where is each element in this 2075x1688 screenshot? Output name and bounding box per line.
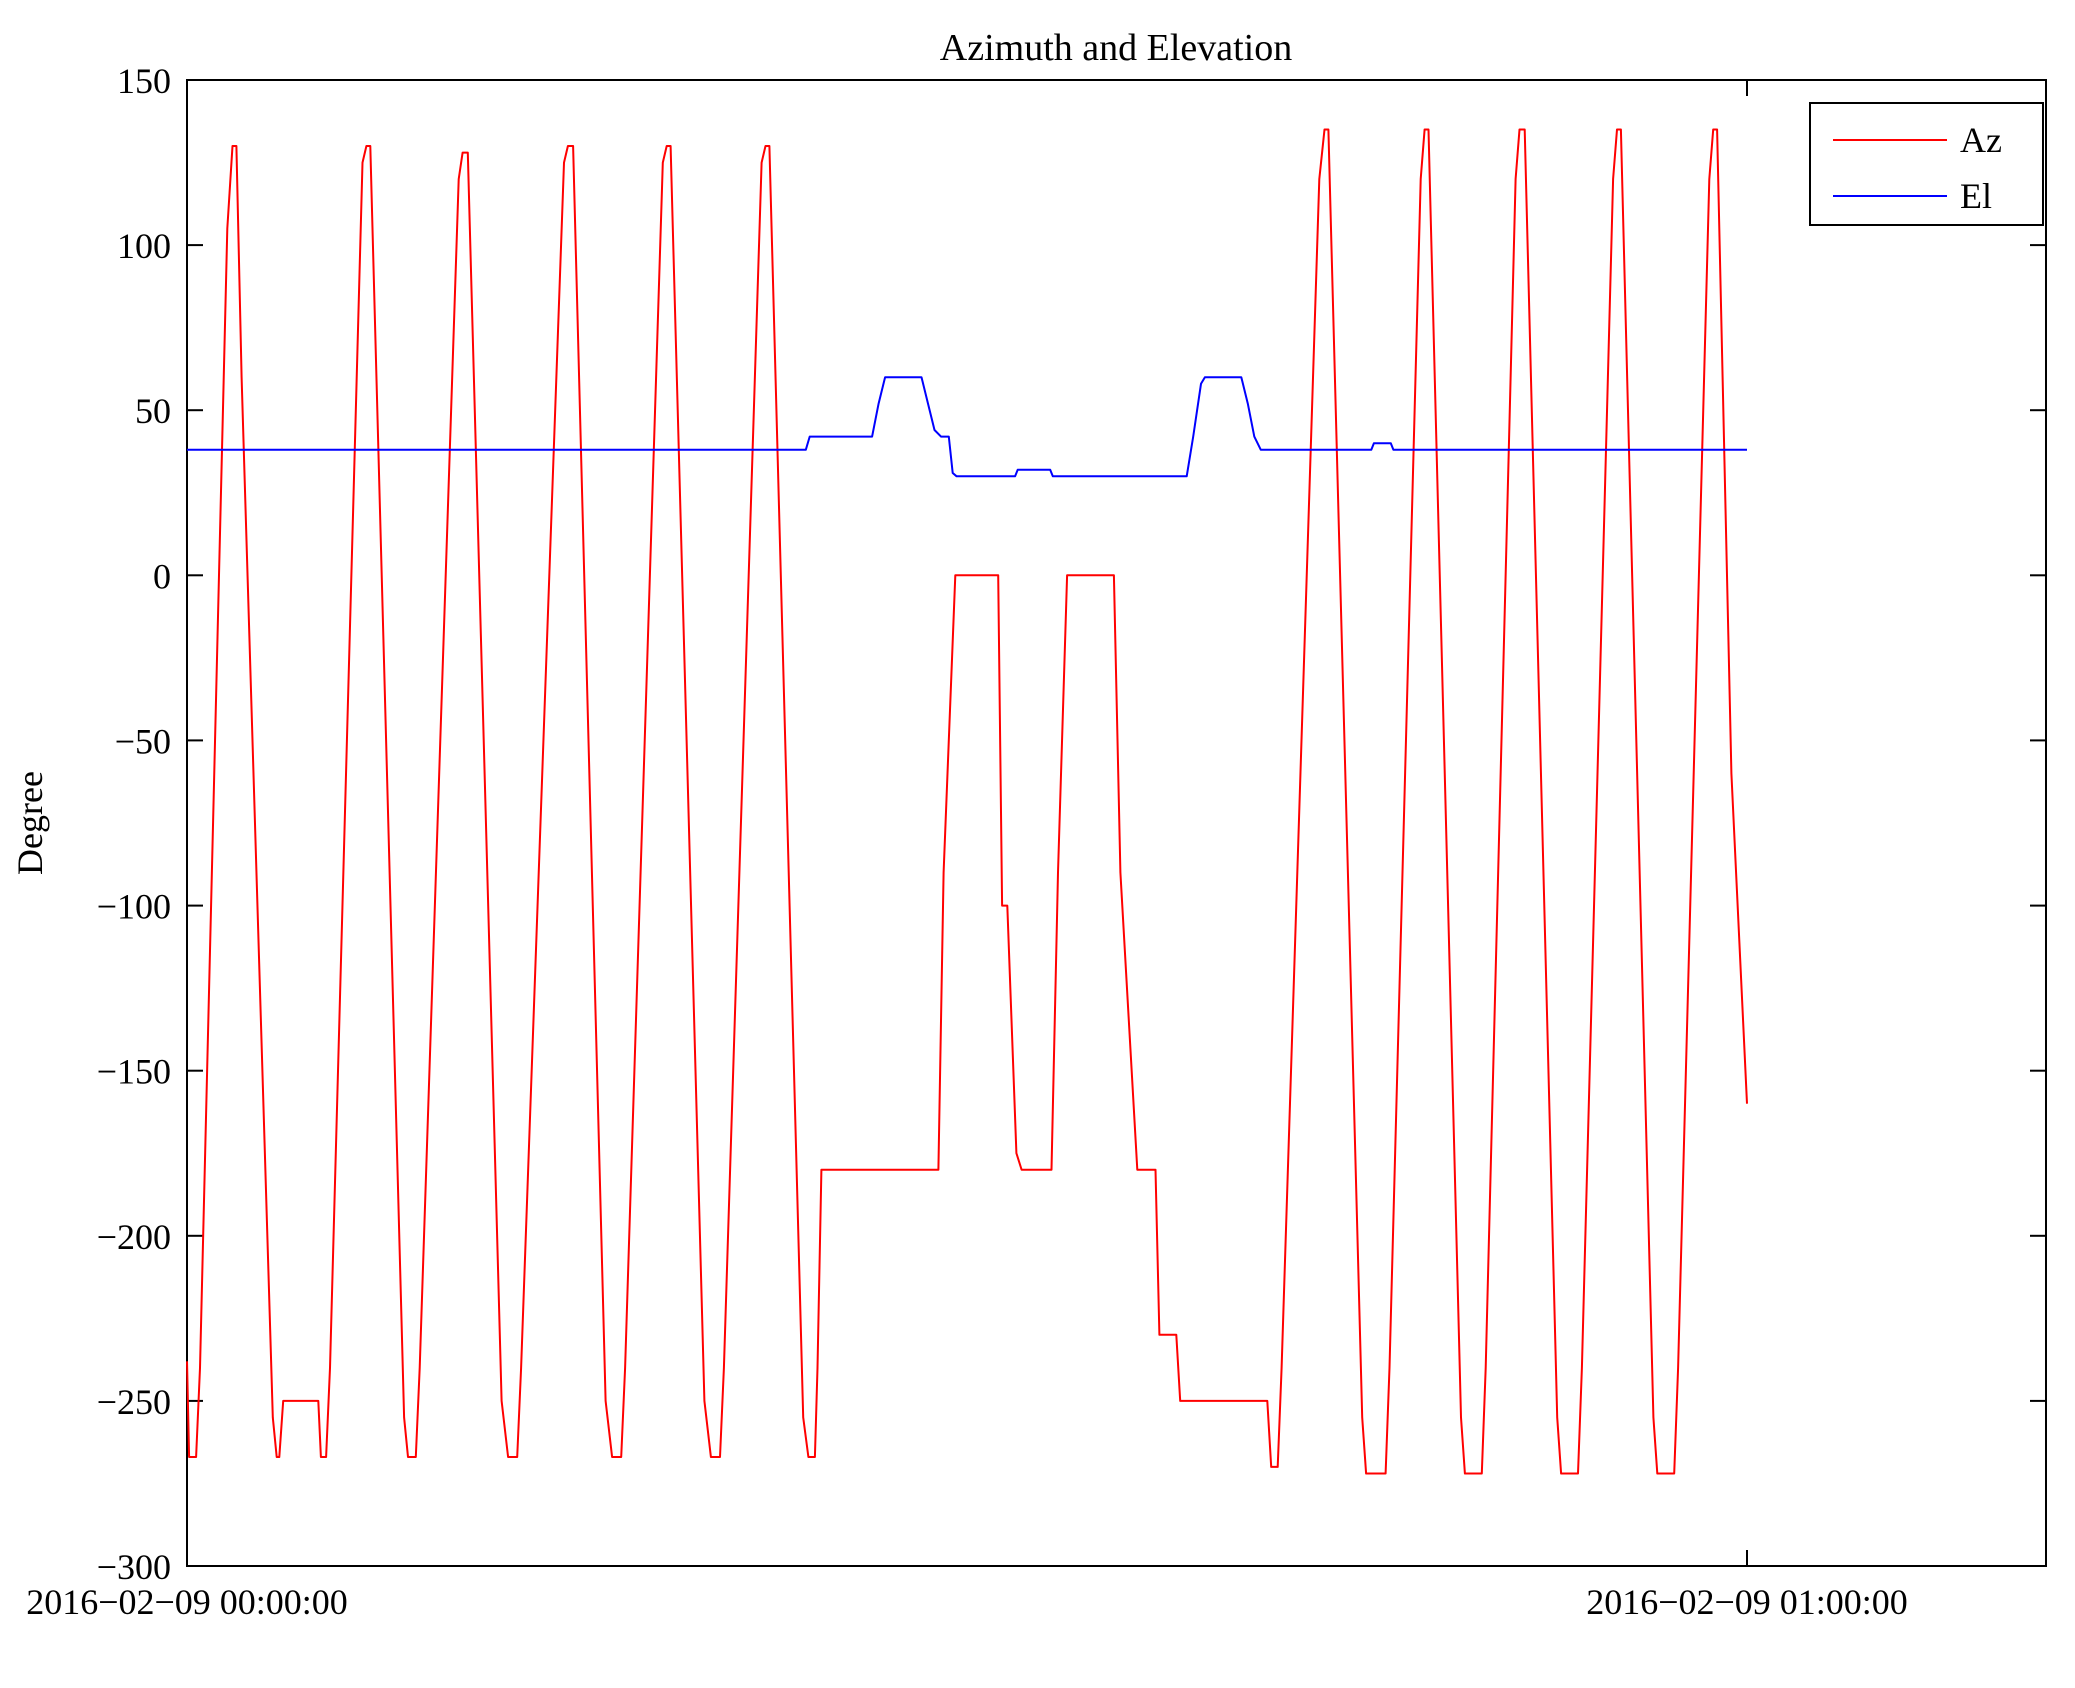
series-line-el (187, 376, 1747, 478)
series-lines (186, 128, 1748, 1475)
y-tick-label: −50 (115, 721, 171, 761)
legend-label-az: Az (1960, 120, 2002, 160)
y-tick-label: 0 (153, 556, 171, 596)
legend: Az El (1809, 102, 2044, 226)
x-tick-label: 2016−02−09 01:00:00 (1586, 1582, 1908, 1622)
legend-label-el: El (1960, 176, 1992, 216)
x-tick-label: 2016−02−09 00:00:00 (26, 1582, 348, 1622)
y-tick-label: 150 (117, 61, 171, 101)
plot-border (186, 79, 2047, 1567)
y-tick-label: −100 (97, 887, 171, 927)
y-tick-label: 100 (117, 226, 171, 266)
y-tick-label: −200 (97, 1217, 171, 1257)
y-tick-label: −150 (97, 1052, 171, 1092)
chart-title: Azimuth and Elevation (940, 27, 1292, 69)
y-axis-label: Degree (10, 771, 50, 875)
axes: 150100500−50−100−150−200−250−3002016−02−… (26, 61, 2047, 1622)
y-tick-label: −300 (97, 1547, 171, 1587)
y-tick-label: 50 (135, 391, 171, 431)
legend-box (1809, 102, 2044, 226)
series-line-az (186, 128, 1748, 1475)
y-tick-label: −250 (97, 1382, 171, 1422)
